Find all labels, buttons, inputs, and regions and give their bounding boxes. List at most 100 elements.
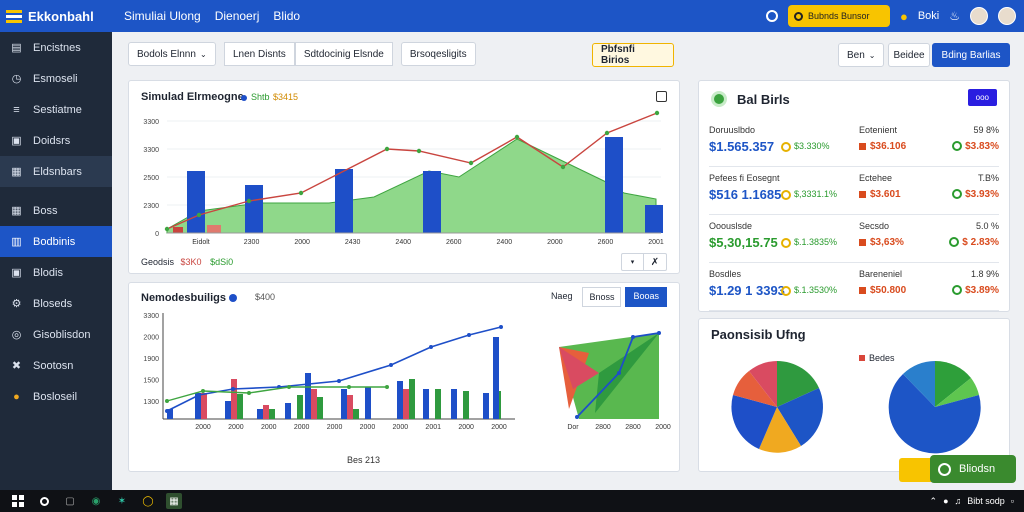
- stat-secondary: $36.106: [859, 141, 906, 152]
- notification-icon[interactable]: ▫: [1010, 496, 1014, 506]
- x-tick-label: 2000: [195, 424, 211, 431]
- bar: [257, 409, 263, 419]
- sidebar-item[interactable]: ▣ Doidsrs: [0, 125, 112, 156]
- stat-label: Ooouslsde: [709, 221, 753, 231]
- chart-footer: Bes 213: [347, 455, 381, 465]
- tab-item-active[interactable]: Booas: [625, 287, 667, 307]
- segment-button[interactable]: Sdtdocinig Elsnde: [294, 42, 393, 66]
- coin-icon: ●: [13, 390, 20, 403]
- top-nav-item[interactable]: Dienoerj: [214, 9, 260, 23]
- stat-change-text: $,3331.1%: [794, 189, 838, 199]
- tab-item[interactable]: Bnoss: [582, 287, 622, 307]
- line-point: [384, 146, 390, 152]
- stat-row[interactable]: Bosdles $1.29 1 3393 $.1.3530% Bareneniel 1.…: [709, 263, 999, 311]
- bell-icon[interactable]: ♨: [949, 9, 960, 23]
- line-point: [416, 148, 422, 154]
- stats-badge[interactable]: ooo: [967, 89, 997, 106]
- chat-app-icon[interactable]: ◉: [91, 495, 101, 507]
- chat-button[interactable]: Bliodsn: [930, 455, 1016, 483]
- sidebar-item[interactable]: ≡ Sestiatme: [0, 94, 112, 125]
- sidebar-item[interactable]: ✖ Sootosn: [0, 350, 112, 381]
- top-search-label: Bubnds Bunsor: [807, 11, 870, 21]
- secondary-button[interactable]: Beidee: [888, 43, 930, 67]
- sidebar-item[interactable]: ▥ Bodbinis: [0, 226, 112, 257]
- square-icon: [859, 238, 866, 246]
- username[interactable]: Boki: [917, 10, 940, 22]
- dropdown-arrow-icon[interactable]: ▾: [622, 254, 644, 270]
- y-tick-label: 0: [155, 231, 159, 238]
- bar: [201, 393, 207, 419]
- stat-percent: 1.8 9%: [970, 269, 999, 279]
- chart-title: Nemodesbuiligs: [141, 292, 226, 304]
- edge-icon[interactable]: ✶: [117, 495, 127, 507]
- sidebar-item[interactable]: ▣ Blodis: [0, 257, 112, 288]
- stat-change: $.1.3835%: [781, 237, 837, 248]
- stat-change: $.1.3530%: [781, 285, 837, 296]
- bar: [463, 391, 469, 419]
- stat-row[interactable]: Doruuslbdo $1.565.357 $3.330% Eotenient 59 8…: [709, 119, 999, 167]
- sidebar-item[interactable]: ⚙ Bloseds: [0, 288, 112, 319]
- search-icon: [793, 11, 803, 21]
- settings-icon[interactable]: ✗: [650, 256, 660, 268]
- expand-icon[interactable]: [656, 91, 667, 102]
- segment-button[interactable]: Lnen Disnts: [224, 42, 295, 66]
- primary-button[interactable]: Bding Barlias: [932, 43, 1010, 67]
- sidebar-item[interactable]: ● Bosloseil: [0, 381, 112, 412]
- stat-row[interactable]: Pefees fi Eosegnt $516 1.1685 $,3331.1% Ect…: [709, 167, 999, 215]
- line-point: [165, 399, 169, 403]
- user-icon[interactable]: ●: [899, 8, 908, 24]
- avatar-secondary[interactable]: [998, 7, 1016, 25]
- sidebar-item[interactable]: ▦ Eldsnbars: [0, 156, 112, 187]
- y-tick-label: 3300: [143, 119, 159, 126]
- status-icon: [711, 91, 727, 107]
- toolbar-button[interactable]: Brsoqesligits: [400, 42, 476, 66]
- tray-up-icon[interactable]: ⌃: [929, 495, 938, 506]
- app-title: Ekkonbahl: [28, 8, 94, 24]
- chevron-down-icon: ⌄: [868, 50, 876, 60]
- highlight-button[interactable]: Pbfsnfi Birios: [592, 43, 674, 67]
- top-nav-item[interactable]: Blido: [273, 9, 301, 23]
- tab-item[interactable]: Naeg: [550, 291, 573, 301]
- stat-row[interactable]: Ooouslsde $5,30,15.75 $.1.3835% Secsdo 5.0 %…: [709, 215, 999, 263]
- sidebar: ▤ Encistnes ◷ Esmoseli ≡ Sestiatme ▣ Doidsrs ▦ El…: [0, 32, 112, 490]
- windows-start-icon[interactable]: [10, 493, 26, 509]
- search-icon[interactable]: [36, 493, 52, 509]
- x-tick-label: 2400: [395, 239, 411, 246]
- sidebar-item[interactable]: ▤ Encistnes: [0, 32, 112, 63]
- x-tick-label: 2001: [648, 239, 664, 246]
- stat-label: Pefees fi Eosegnt: [709, 173, 780, 183]
- filter-select-label: Bodols Elnnn: [137, 48, 196, 60]
- chart-network: 3300 2000 1900 1500 1300 2000 2000 2000 2000 2000…: [143, 313, 671, 431]
- avatar[interactable]: [970, 7, 988, 25]
- brand[interactable]: Ekkonbahl: [0, 9, 112, 24]
- line-point: [197, 393, 201, 397]
- stat-pct: $3.89%: [952, 285, 999, 296]
- logo-icon: [6, 10, 22, 23]
- task-view-icon[interactable]: ▢: [65, 495, 75, 507]
- bar: [317, 397, 323, 419]
- top-nav-item[interactable]: Simuliai Ulong: [124, 9, 201, 23]
- chrome-icon[interactable]: ◯: [142, 495, 154, 507]
- bar: [409, 379, 415, 419]
- app-icon[interactable]: ▦: [166, 493, 182, 509]
- stat-label-secondary: Eotenient: [859, 125, 898, 135]
- period-dropdown[interactable]: Ben ⌄: [838, 43, 884, 67]
- bar: [297, 395, 303, 419]
- taskbar: ▢ ◉ ✶ ◯ ▦ ⌃ ● ♫ Bibt sodp ▫: [0, 490, 1024, 512]
- sidebar-item[interactable]: ▦ Boss: [0, 195, 112, 226]
- sidebar-item-label: Sestiatme: [33, 103, 82, 116]
- chart-title: Simulad Elrmeogne: [141, 91, 244, 103]
- record-icon[interactable]: [765, 10, 778, 22]
- sidebar-item[interactable]: ◷ Esmoseli: [0, 63, 112, 94]
- y-tick-label: 3300: [143, 313, 159, 320]
- bar: [353, 409, 359, 419]
- clock[interactable]: Bibt sodp: [967, 496, 1005, 506]
- filter-select[interactable]: Bodols Elnnn ⌄: [128, 42, 216, 66]
- area-series: [166, 138, 657, 234]
- top-search[interactable]: Bubnds Bunsor: [787, 5, 890, 27]
- x-tick-label: 2000: [393, 424, 409, 431]
- network-icon[interactable]: ●: [943, 496, 949, 506]
- volume-icon[interactable]: ♫: [954, 496, 962, 506]
- sidebar-item[interactable]: ◎ Gisoblisdon: [0, 319, 112, 350]
- bar: [423, 171, 441, 233]
